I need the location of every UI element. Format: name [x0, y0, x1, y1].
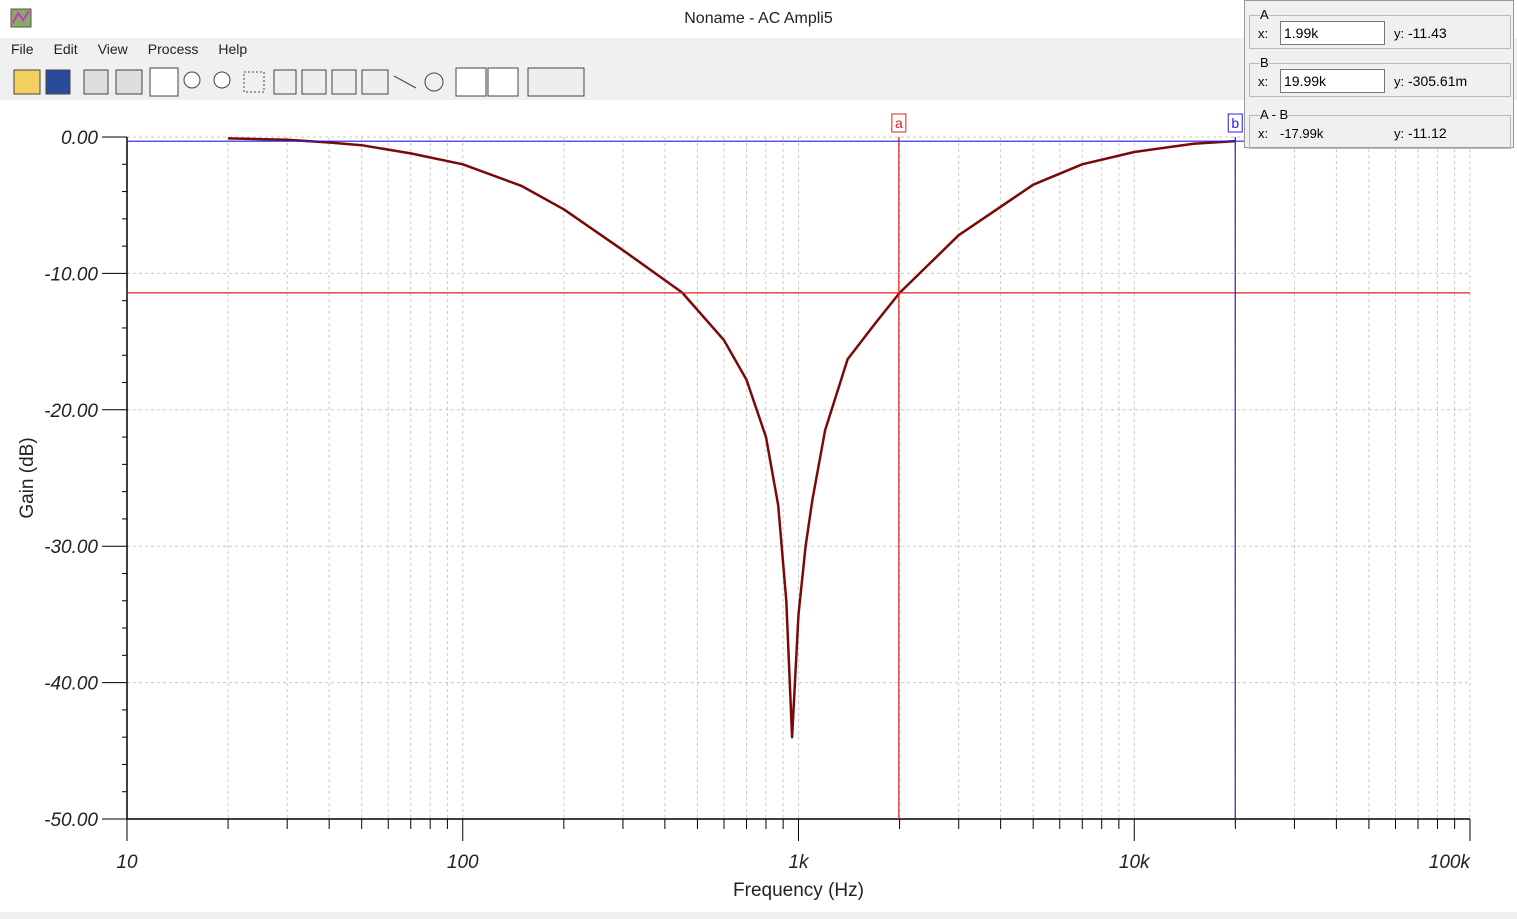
menu-bar: File Edit View Process Help	[8, 41, 264, 57]
y-value: -305.61m	[1408, 73, 1468, 89]
y-label: y:	[1394, 74, 1405, 89]
move-button[interactable]	[527, 67, 585, 97]
x-tick-label: 100	[447, 852, 479, 873]
y-tick-label: -20.00	[44, 401, 98, 422]
y-value: -11.43	[1408, 25, 1447, 41]
y-label: y:	[1394, 26, 1405, 41]
y-tick-label: -40.00	[44, 674, 98, 695]
y-value: -11.12	[1408, 125, 1447, 141]
x-tick-label: 10k	[1119, 852, 1151, 873]
paste-button[interactable]	[115, 69, 143, 95]
x-tick-label: 1k	[788, 852, 810, 873]
circle-button[interactable]	[424, 72, 444, 92]
select-button[interactable]	[149, 67, 179, 97]
menu-item[interactable]: Help	[218, 41, 248, 57]
cursor-label: A - B	[1260, 107, 1289, 122]
cursor-b-button[interactable]	[487, 67, 519, 97]
text-button[interactable]	[273, 69, 297, 95]
zoom-out-button[interactable]	[213, 71, 231, 89]
x-tick-label: 10	[116, 852, 138, 873]
cursor-name: b	[1231, 115, 1239, 131]
cursor-name: a	[895, 115, 903, 131]
y-tick-label: -10.00	[44, 264, 98, 285]
app-icon	[10, 8, 32, 28]
x-value: -17.99k	[1280, 126, 1324, 141]
cursor-label: B	[1260, 55, 1269, 70]
menu-item[interactable]: Process	[147, 41, 199, 57]
line-button[interactable]	[393, 75, 417, 89]
cursor-handle	[1227, 113, 1243, 133]
y-axis-label: Gain (dB)	[17, 437, 38, 518]
tool-button[interactable]	[361, 69, 389, 95]
x-label: x:	[1258, 26, 1269, 41]
open-button[interactable]	[13, 69, 41, 95]
toolbar	[13, 67, 585, 97]
cursor-group: A - B x: -17.99k y: -11.12	[1249, 107, 1511, 149]
cursor-label: A	[1260, 7, 1269, 22]
cursor-a-button[interactable]	[455, 67, 487, 97]
menu-item[interactable]: Edit	[53, 41, 78, 57]
window-title: Noname - AC Ampli5	[684, 10, 833, 27]
y-label: y:	[1394, 126, 1405, 141]
series-line	[228, 137, 1236, 739]
menu-item[interactable]: View	[97, 41, 128, 57]
tool-button[interactable]	[301, 69, 327, 95]
save-button[interactable]	[45, 69, 71, 95]
zoom-in-button[interactable]	[183, 71, 201, 89]
x-label: x:	[1258, 74, 1269, 89]
y-tick-label: 0.00	[61, 128, 98, 149]
y-tick-label: -30.00	[44, 537, 98, 558]
y-tick-label: -50.00	[44, 810, 98, 831]
chart: 0.00 -10.00 -20.00 -30.00 -40.00 -50.00 10 100 1…	[0, 100, 1517, 912]
x-label: x:	[1258, 126, 1269, 141]
copy-button[interactable]	[83, 69, 109, 95]
grid-button[interactable]	[243, 71, 265, 93]
tool-button[interactable]	[331, 69, 357, 95]
cursor-handle	[891, 113, 907, 133]
x-axis-label: Frequency (Hz)	[733, 880, 864, 901]
x-tick-label: 100k	[1429, 852, 1472, 873]
menu-item[interactable]: File	[11, 41, 34, 57]
x-value: 1.99k	[1280, 21, 1385, 45]
x-value: 19.99k	[1280, 69, 1385, 93]
